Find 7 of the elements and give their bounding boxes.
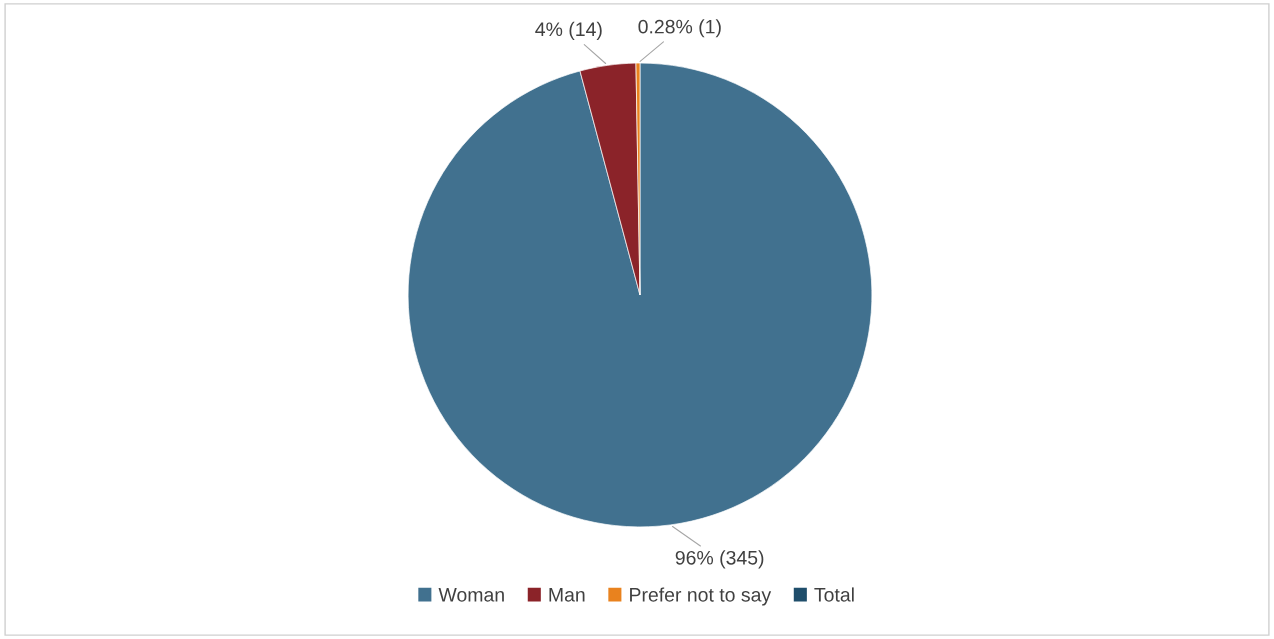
data-label: 96% (345): [675, 550, 764, 569]
legend-label: Prefer not to say: [630, 587, 772, 606]
data-label: 0.28% (1): [638, 19, 721, 38]
legend-label: Man: [549, 588, 585, 602]
data-label: 4% (14): [535, 21, 602, 40]
legend-label: Total: [814, 587, 854, 602]
legend-label: Woman: [438, 588, 504, 602]
